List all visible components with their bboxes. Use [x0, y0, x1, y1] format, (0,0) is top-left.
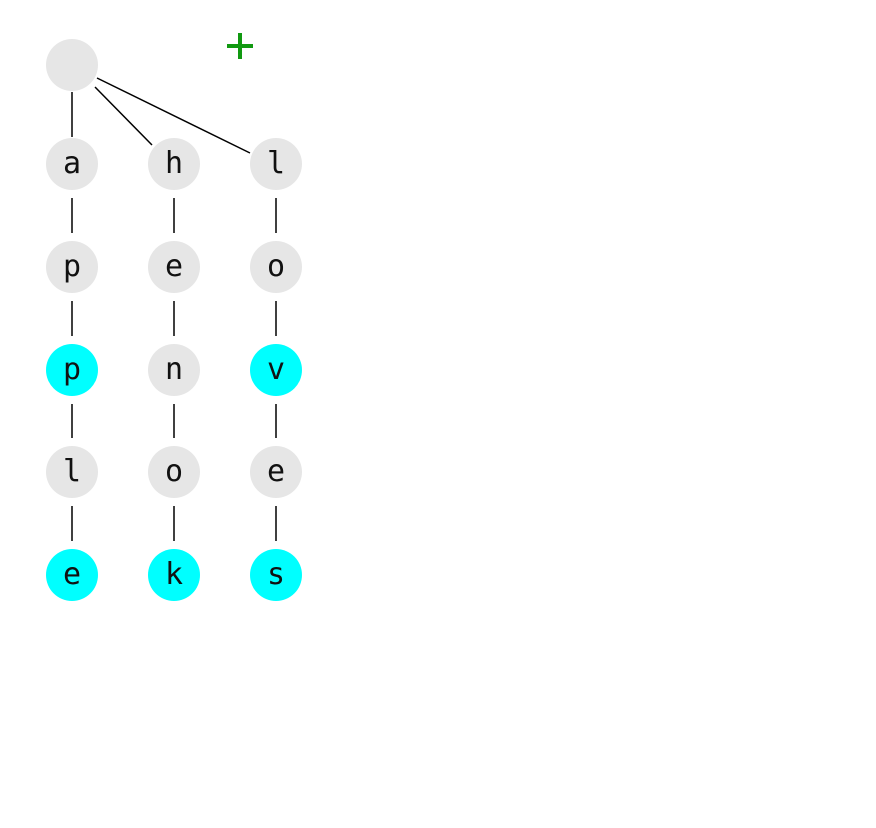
trie-root-node [46, 39, 98, 91]
trie-terminal-node: p [46, 344, 98, 396]
trie-node: l [46, 446, 98, 498]
trie-edge-root-h [94, 86, 153, 146]
trie-node: o [148, 446, 200, 498]
trie-node: o [250, 241, 302, 293]
trie-terminal-node: v [250, 344, 302, 396]
trie-terminal-node: s [250, 549, 302, 601]
add-button[interactable] [218, 24, 262, 68]
plus-icon [227, 33, 253, 59]
trie-edge-root-l [96, 77, 251, 154]
trie-node: l [250, 138, 302, 190]
trie-terminal-node: e [46, 549, 98, 601]
trie-node: n [148, 344, 200, 396]
trie-node: e [250, 446, 302, 498]
trie-node: h [148, 138, 200, 190]
trie-node: p [46, 241, 98, 293]
trie-terminal-node: k [148, 549, 200, 601]
trie-node: a [46, 138, 98, 190]
trie-node: e [148, 241, 200, 293]
